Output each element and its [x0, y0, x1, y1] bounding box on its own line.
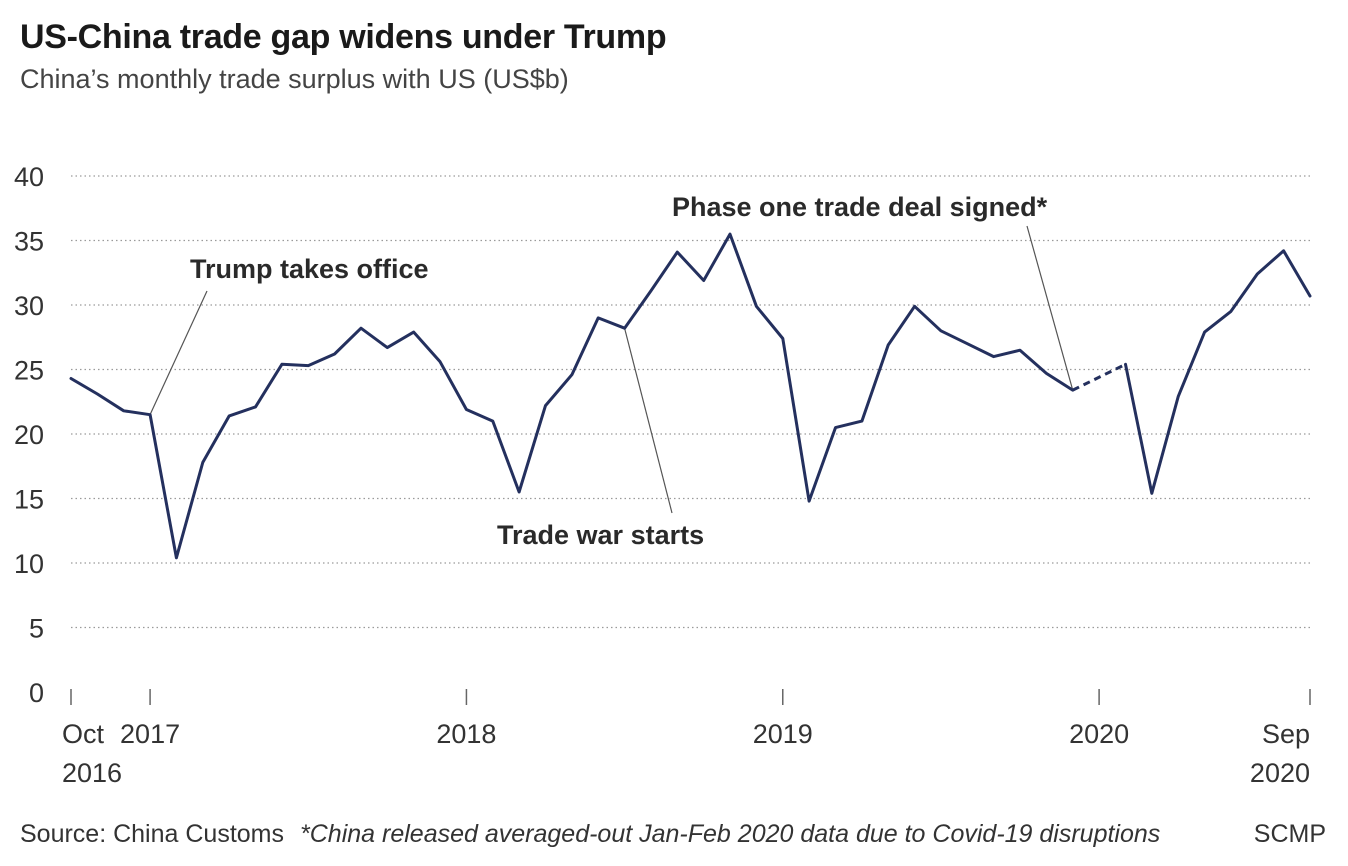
- footnote-text: *China released averaged-out Jan-Feb 202…: [300, 820, 1161, 848]
- y-tick-label-10: 10: [14, 549, 44, 579]
- x-tick-label-2020-09-1: 2020: [1250, 758, 1310, 788]
- series-line-segment-1: [69, 232, 1075, 560]
- series-line-segment-2: [1124, 249, 1312, 495]
- annotation-leader-2: [624, 328, 673, 514]
- x-tick-label-2019-01: 2019: [753, 719, 813, 749]
- annotation-leader-1: [149, 290, 208, 415]
- y-tick-label-30: 30: [14, 291, 44, 321]
- y-tick-label-15: 15: [14, 485, 44, 515]
- brand-text: SCMP: [1253, 820, 1326, 848]
- y-tick-label-5: 5: [29, 614, 44, 644]
- y-tick-label-0: 0: [29, 678, 44, 708]
- source-text: Source: China Customs: [20, 820, 285, 848]
- y-tick-label-20: 20: [14, 420, 44, 450]
- annotation-label-2: Trade war starts: [497, 520, 704, 550]
- gridlines: [71, 175, 1310, 629]
- x-tick-label-2017-01: 2017: [120, 719, 180, 749]
- x-tick-label-2020-09-0: Sep: [1262, 719, 1310, 749]
- chart-title: US-China trade gap widens under Trump: [20, 18, 667, 56]
- x-tick-label-2016-10-1: 2016: [62, 758, 122, 788]
- y-tick-label-40: 40: [14, 162, 44, 192]
- y-tick-label-35: 35: [14, 227, 44, 257]
- x-tick-label-2018-01: 2018: [436, 719, 496, 749]
- annotation-leader-3: [1026, 225, 1074, 391]
- x-tick-label-2020-01: 2020: [1069, 719, 1129, 749]
- series-line-estimated: [1072, 362, 1127, 392]
- y-axis-tick-labels: 0 5 10 15 20 25 30 35 40: [14, 162, 44, 708]
- annotation-leaders: [149, 225, 1074, 514]
- x-tick-label-2016-10-0: Oct: [62, 719, 105, 749]
- footer: Source: China Customs *China released av…: [20, 820, 1326, 849]
- annotation-label-3: Phase one trade deal signed*: [672, 192, 1048, 222]
- surplus-series: [69, 232, 1312, 560]
- annotation-label-1: Trump takes office: [190, 254, 429, 284]
- chart-subtitle: China’s monthly trade surplus with US (U…: [20, 64, 569, 94]
- annotations: Trump takes office Trade war starts Phase …: [190, 192, 1048, 550]
- y-tick-label-25: 25: [14, 356, 44, 386]
- x-axis-ticks: Oct 2016 2017 2018 2019 2020 Sep 2020: [62, 689, 1311, 788]
